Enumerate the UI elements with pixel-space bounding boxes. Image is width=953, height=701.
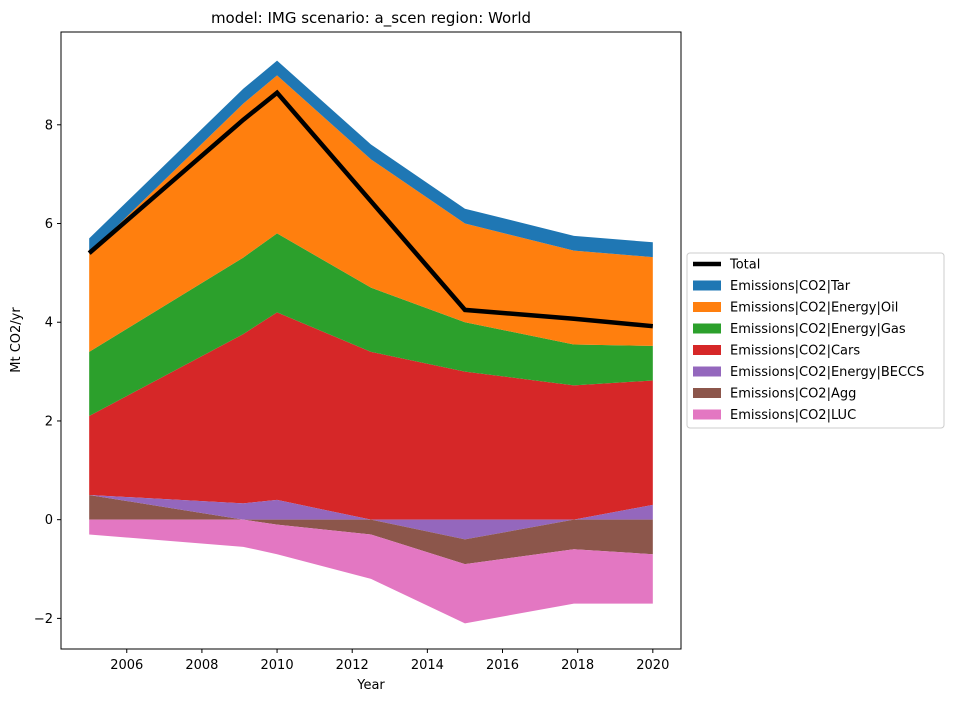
plot-frame bbox=[60, 31, 682, 650]
legend-swatch-emissions-co2-luc bbox=[693, 409, 721, 420]
x-tick-label: 2014 bbox=[411, 658, 444, 673]
area-emissions-co2-agg-positive bbox=[89, 494, 653, 520]
legend-swatch-emissions-co2-cars bbox=[693, 345, 721, 355]
legend-box bbox=[686, 252, 945, 429]
plot-areas bbox=[89, 60, 653, 624]
legend-swatch-emissions-co2-tar bbox=[693, 280, 721, 291]
y-axis-label: Mt CO2/yr bbox=[9, 307, 24, 373]
legend: Total Emissions|CO2|Tar Emissions|CO2|Ener… bbox=[686, 252, 945, 429]
total-line-group bbox=[87, 89, 654, 329]
area-emissions-co2-energy-gas bbox=[89, 233, 653, 417]
legend-label-emissions-co2-energy-oil: Emissions|CO2|Energy|Oil bbox=[730, 301, 898, 316]
area-emissions-co2-tar bbox=[89, 60, 653, 258]
y-tick-label: 2 bbox=[45, 414, 53, 429]
x-tick-label: 2018 bbox=[561, 658, 594, 673]
chart-title: model: IMG scenario: a_scen region: Worl… bbox=[211, 9, 531, 28]
legend-label-total: Total bbox=[729, 258, 760, 273]
legend-swatch-emissions-co2-energy-beccs bbox=[693, 366, 721, 377]
x-tick-label: 2020 bbox=[636, 658, 669, 673]
x-tick-label: 2010 bbox=[261, 658, 294, 673]
legend-label-emissions-co2-luc: Emissions|CO2|LUC bbox=[730, 408, 856, 423]
x-axis-label: Year bbox=[356, 678, 385, 693]
area-emissions-co2-energy-beccs bbox=[89, 494, 653, 540]
x-axis: 2006 2008 2010 2012 2014 2016 2018 2020 bbox=[110, 649, 669, 673]
legend-swatch-emissions-co2-energy-oil bbox=[693, 302, 721, 312]
legend-label-emissions-co2-tar: Emissions|CO2|Tar bbox=[730, 279, 851, 294]
legend-label-emissions-co2-energy-gas: Emissions|CO2|Energy|Gas bbox=[730, 322, 906, 337]
y-tick-label: 6 bbox=[45, 217, 53, 232]
y-tick-label: 4 bbox=[45, 316, 53, 331]
x-tick-label: 2006 bbox=[110, 658, 143, 673]
area-emissions-co2-cars bbox=[89, 312, 653, 520]
area-emissions-co2-energy-oil bbox=[89, 75, 653, 352]
x-tick-label: 2016 bbox=[486, 658, 519, 673]
x-tick-label: 2012 bbox=[336, 658, 369, 673]
area-emissions-co2-luc bbox=[89, 519, 653, 624]
area-emissions-co2-agg bbox=[89, 519, 653, 565]
legend-label-emissions-co2-energy-beccs: Emissions|CO2|Energy|BECCS bbox=[730, 365, 924, 380]
x-tick-label: 2008 bbox=[185, 658, 218, 673]
y-tick-label: 0 bbox=[45, 513, 53, 528]
legend-swatch-emissions-co2-agg bbox=[693, 388, 721, 398]
total-line bbox=[87, 89, 654, 329]
y-tick-label: −2 bbox=[34, 612, 53, 627]
y-axis: −2 0 2 4 6 8 bbox=[34, 118, 61, 627]
legend-label-emissions-co2-agg: Emissions|CO2|Agg bbox=[730, 387, 856, 402]
legend-swatch-emissions-co2-energy-gas bbox=[693, 323, 721, 334]
legend-label-emissions-co2-cars: Emissions|CO2|Cars bbox=[730, 344, 860, 359]
y-tick-label: 8 bbox=[45, 118, 53, 133]
